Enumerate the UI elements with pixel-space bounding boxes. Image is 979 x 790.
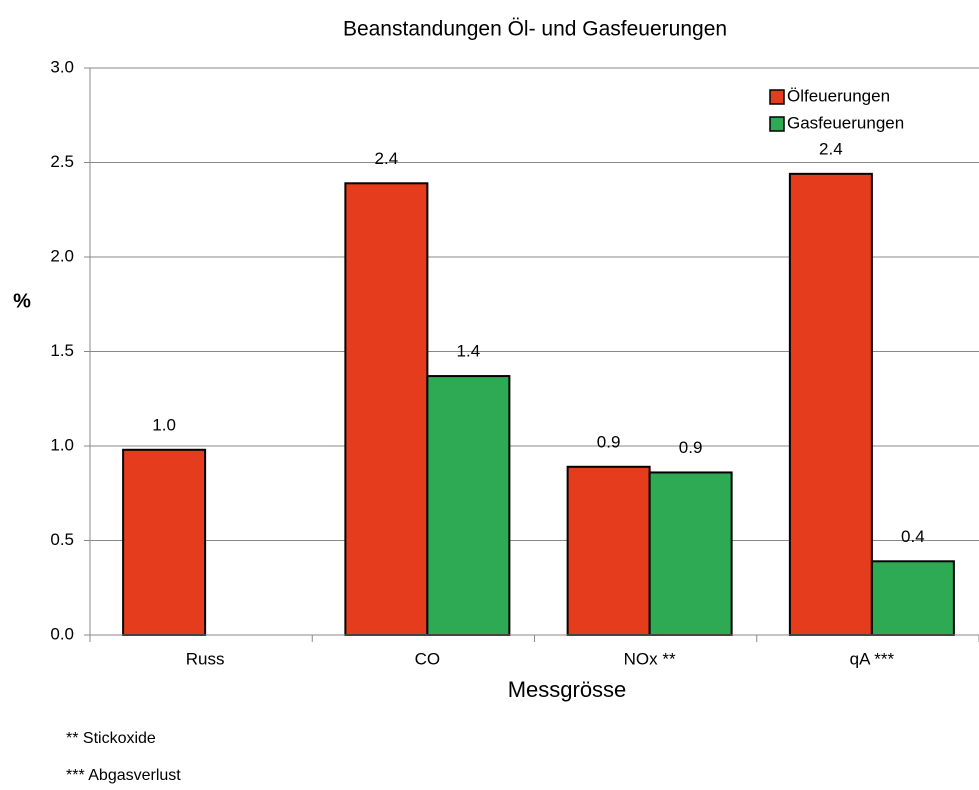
value-label: 2.4 [819, 139, 843, 158]
bar [648, 471, 733, 636]
value-label: 0.9 [597, 432, 621, 451]
x-tick-label: CO [415, 649, 441, 668]
value-label: 1.4 [457, 342, 481, 361]
bar [788, 172, 873, 636]
value-label: 0.9 [679, 438, 703, 457]
bar [122, 448, 207, 636]
value-label: 1.0 [152, 415, 176, 434]
footnote: *** Abgasverlust [66, 767, 181, 784]
legend-swatch [769, 89, 785, 105]
y-tick-label: 1.5 [50, 341, 74, 360]
legend-label: Gasfeuerungen [787, 113, 904, 132]
bar [566, 465, 651, 637]
value-label: 2.4 [375, 149, 399, 168]
bar [870, 560, 955, 636]
x-tick-label: qA *** [850, 649, 895, 668]
y-tick-label: 0.0 [50, 624, 74, 643]
y-axis-label: % [13, 290, 31, 312]
legend-label: Ölfeuerungen [787, 86, 890, 105]
legend-swatch [769, 116, 785, 132]
x-tick-label: NOx ** [624, 649, 676, 668]
x-tick-label: Russ [186, 649, 225, 668]
value-label: 0.4 [901, 527, 925, 546]
y-tick-label: 2.5 [50, 152, 74, 171]
y-tick-label: 1.0 [50, 435, 74, 454]
bar [344, 182, 429, 636]
bar [426, 375, 511, 636]
chart-title: Beanstandungen Öl- und Gasfeuerungen [343, 18, 727, 41]
y-tick-label: 2.0 [50, 246, 74, 265]
y-tick-label: 3.0 [50, 57, 74, 76]
y-tick-label: 0.5 [50, 530, 74, 549]
x-axis-label: Messgrösse [508, 677, 627, 702]
footnote: ** Stickoxide [66, 730, 156, 747]
